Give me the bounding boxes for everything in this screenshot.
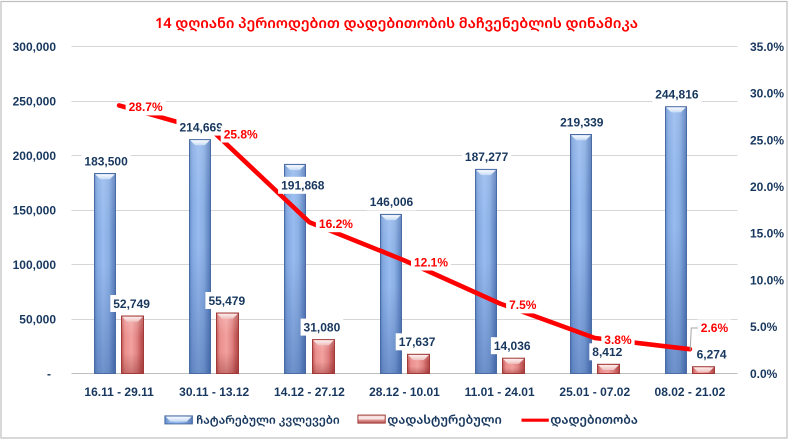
svg-text:146,006: 146,006 xyxy=(370,195,414,209)
svg-text:16.2%: 16.2% xyxy=(319,217,353,231)
svg-text:250,000: 250,000 xyxy=(13,94,57,108)
svg-text:300,000: 300,000 xyxy=(13,40,57,54)
svg-text:25.01 - 07.02: 25.01 - 07.02 xyxy=(559,385,630,399)
svg-text:-: - xyxy=(47,367,51,381)
svg-text:8,412: 8,412 xyxy=(592,345,622,359)
svg-text:5.0%: 5.0% xyxy=(750,320,778,334)
svg-text:50,000: 50,000 xyxy=(19,312,56,326)
svg-text:200,000: 200,000 xyxy=(13,149,57,163)
svg-text:191,868: 191,868 xyxy=(281,179,325,193)
svg-text:244,816: 244,816 xyxy=(655,88,699,102)
svg-text:08.02 - 21.02: 08.02 - 21.02 xyxy=(655,385,726,399)
svg-text:35.0%: 35.0% xyxy=(750,40,784,54)
svg-text:11.01 - 24.01: 11.01 - 24.01 xyxy=(465,385,535,399)
svg-text:2.6%: 2.6% xyxy=(701,321,729,335)
svg-text:214,669: 214,669 xyxy=(180,120,224,134)
svg-text:14.12 - 27.12: 14.12 - 27.12 xyxy=(274,385,345,399)
svg-text:150,000: 150,000 xyxy=(13,203,57,217)
svg-text:25.0%: 25.0% xyxy=(750,133,784,147)
svg-text:55,479: 55,479 xyxy=(208,294,245,308)
svg-text:30.11 - 13.12: 30.11 - 13.12 xyxy=(179,385,249,399)
svg-text:7.5%: 7.5% xyxy=(509,298,537,312)
svg-text:28.7%: 28.7% xyxy=(129,100,163,114)
svg-text:3.8%: 3.8% xyxy=(604,333,632,347)
svg-text:31,080: 31,080 xyxy=(304,320,341,334)
svg-text:187,277: 187,277 xyxy=(465,150,509,164)
svg-text:52,749: 52,749 xyxy=(113,297,150,311)
svg-text:12.1%: 12.1% xyxy=(414,255,448,269)
svg-text:15.0%: 15.0% xyxy=(750,227,784,241)
svg-text:100,000: 100,000 xyxy=(13,258,57,272)
svg-text:0.0%: 0.0% xyxy=(750,367,778,381)
svg-text:14,036: 14,036 xyxy=(494,339,531,353)
svg-text:25.8%: 25.8% xyxy=(224,127,258,141)
svg-text:17,637: 17,637 xyxy=(399,335,436,349)
svg-text:16.11 - 29.11: 16.11 - 29.11 xyxy=(84,385,154,399)
svg-text:28.12 - 10.01: 28.12 - 10.01 xyxy=(369,385,440,399)
svg-text:219,339: 219,339 xyxy=(560,115,604,129)
svg-text:183,500: 183,500 xyxy=(84,154,128,168)
svg-text:20.0%: 20.0% xyxy=(750,180,784,194)
svg-text:6,274: 6,274 xyxy=(697,348,727,362)
svg-text:30.0%: 30.0% xyxy=(750,87,784,101)
svg-text:10.0%: 10.0% xyxy=(750,273,784,287)
